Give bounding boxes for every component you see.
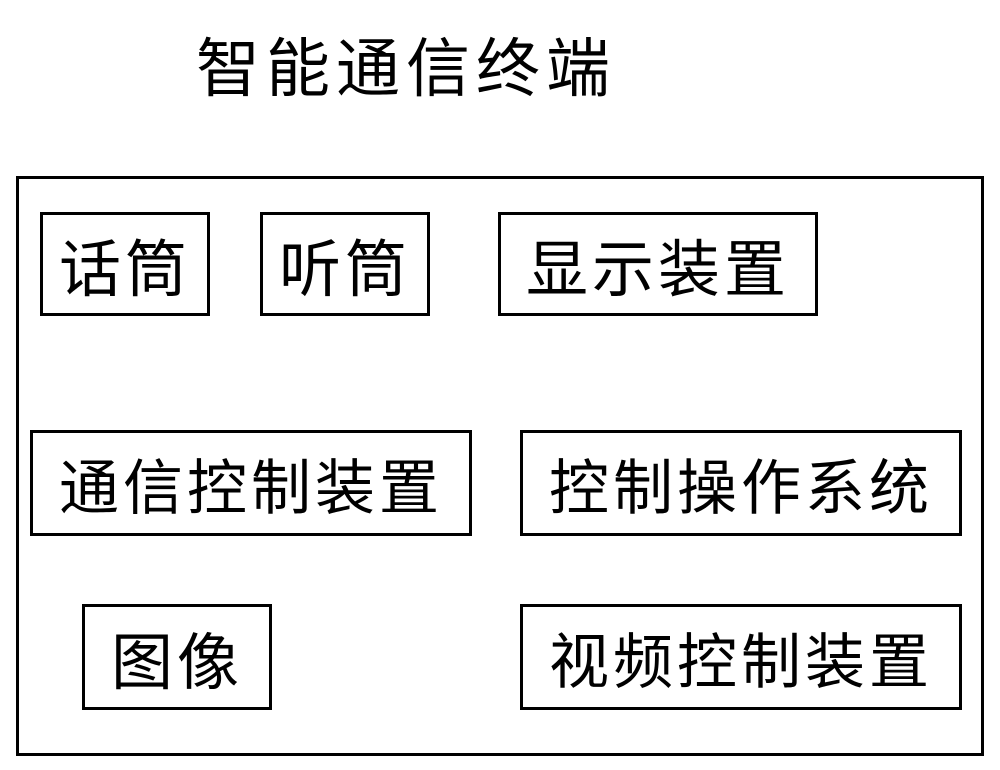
node-comm-control: 通信控制装置 bbox=[30, 430, 472, 536]
node-display: 显示装置 bbox=[498, 212, 818, 316]
node-microphone: 话筒 bbox=[40, 212, 210, 316]
diagram-canvas: 智能通信终端 话筒 听筒 显示装置 通信控制装置 控制操作系统 图像 视频控制装… bbox=[0, 0, 1000, 770]
node-control-os: 控制操作系统 bbox=[520, 430, 962, 536]
node-earpiece: 听筒 bbox=[260, 212, 430, 316]
node-image: 图像 bbox=[82, 604, 272, 710]
diagram-title: 智能通信终端 bbox=[196, 18, 616, 110]
node-video-control: 视频控制装置 bbox=[520, 604, 962, 710]
